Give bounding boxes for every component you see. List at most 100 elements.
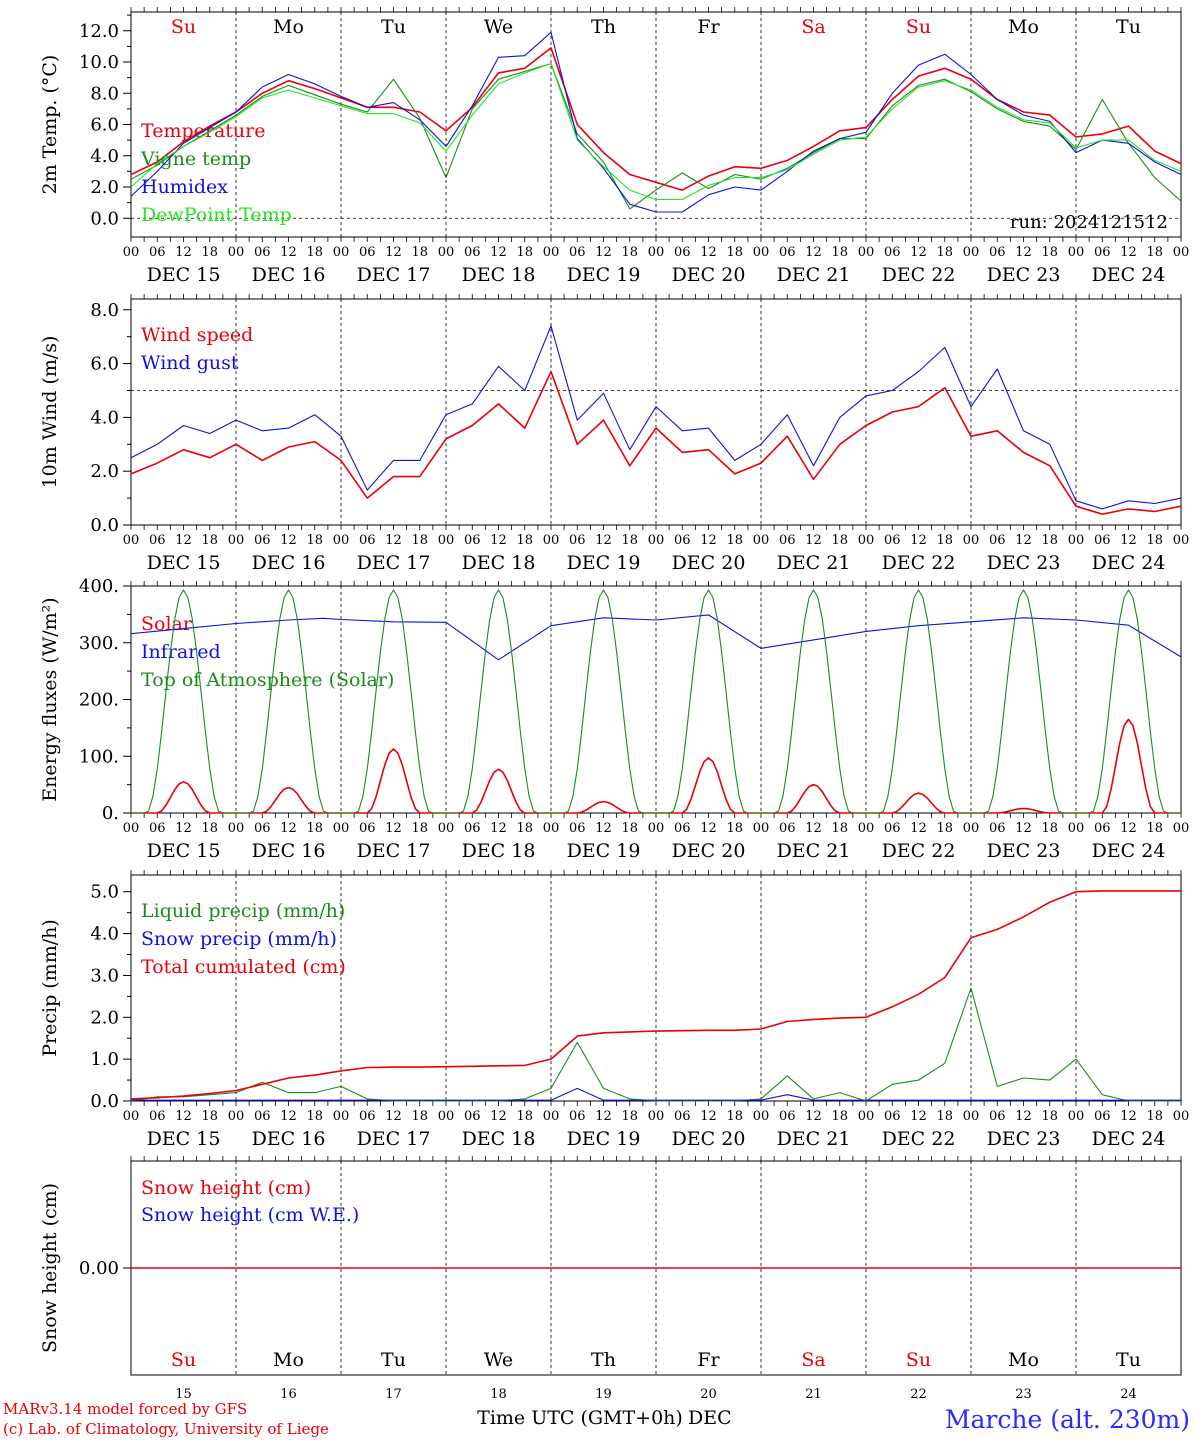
y-tick-label: 0.0 bbox=[90, 208, 119, 229]
y-tick-label: 0. bbox=[102, 803, 119, 824]
hour-label: 12 bbox=[385, 245, 402, 260]
hour-label: 00 bbox=[543, 533, 560, 548]
date-label: DEC 17 bbox=[357, 552, 431, 574]
day-name: Sa bbox=[801, 16, 825, 38]
hour-label: 12 bbox=[700, 821, 717, 836]
hour-label: 00 bbox=[648, 821, 665, 836]
hour-label: 00 bbox=[1068, 533, 1085, 548]
bottom-day-number: 18 bbox=[490, 1387, 507, 1402]
date-label: DEC 24 bbox=[1092, 552, 1166, 574]
hour-label: 18 bbox=[201, 1109, 218, 1124]
hour-label: 00 bbox=[123, 821, 140, 836]
hour-label: 12 bbox=[385, 1109, 402, 1124]
y-tick-label: 100. bbox=[79, 746, 119, 767]
hour-label: 18 bbox=[411, 533, 428, 548]
hour-label: 00 bbox=[123, 245, 140, 260]
hour-label: 06 bbox=[989, 533, 1006, 548]
date-label: DEC 24 bbox=[1092, 840, 1166, 862]
date-label: DEC 21 bbox=[777, 1128, 851, 1150]
y-tick-label: 0.0 bbox=[90, 1091, 119, 1112]
legend-entry: DewPoint Temp bbox=[141, 204, 292, 226]
hour-label: 18 bbox=[411, 245, 428, 260]
date-label: DEC 24 bbox=[1092, 1128, 1166, 1150]
bottom-day-name: Fr bbox=[697, 1349, 720, 1371]
hour-label: 00 bbox=[123, 1109, 140, 1124]
hour-label: 00 bbox=[1173, 821, 1190, 836]
hour-label: 12 bbox=[910, 1109, 927, 1124]
date-label: DEC 15 bbox=[147, 1128, 221, 1150]
hour-label: 06 bbox=[779, 533, 796, 548]
bottom-day-number: 21 bbox=[805, 1387, 822, 1402]
hour-label: 18 bbox=[621, 533, 638, 548]
hour-label: 06 bbox=[464, 245, 481, 260]
hour-label: 00 bbox=[228, 245, 245, 260]
bottom-day-number: 24 bbox=[1120, 1387, 1137, 1402]
date-label: DEC 15 bbox=[147, 840, 221, 862]
hour-label: 00 bbox=[438, 533, 455, 548]
date-label: DEC 21 bbox=[777, 552, 851, 574]
hour-label: 06 bbox=[359, 245, 376, 260]
hour-label: 00 bbox=[333, 1109, 350, 1124]
hour-label: 12 bbox=[595, 1109, 612, 1124]
date-label: DEC 18 bbox=[462, 552, 536, 574]
hour-label: 12 bbox=[490, 1109, 507, 1124]
hour-label: 12 bbox=[280, 245, 297, 260]
date-label: DEC 24 bbox=[1092, 264, 1166, 286]
hour-label: 00 bbox=[543, 1109, 560, 1124]
y-tick-label: 3.0 bbox=[90, 965, 119, 986]
hour-label: 06 bbox=[569, 533, 586, 548]
hour-label: 00 bbox=[753, 533, 770, 548]
hour-label: 00 bbox=[438, 1109, 455, 1124]
month-label: DEC bbox=[688, 1407, 732, 1429]
bottom-day-name: Mo bbox=[1008, 1349, 1039, 1371]
hour-label: 00 bbox=[228, 821, 245, 836]
legend-entry: Wind speed bbox=[141, 324, 253, 346]
hour-label: 06 bbox=[674, 245, 691, 260]
y-tick-label: 4.0 bbox=[90, 924, 119, 945]
hour-label: 18 bbox=[1041, 533, 1058, 548]
hour-label: 06 bbox=[359, 1109, 376, 1124]
y-tick-label: 12.0 bbox=[79, 21, 119, 42]
hour-label: 18 bbox=[936, 245, 953, 260]
hour-label: 12 bbox=[490, 533, 507, 548]
hour-label: 00 bbox=[648, 1109, 665, 1124]
hour-label: 18 bbox=[1041, 821, 1058, 836]
hour-label: 06 bbox=[1094, 533, 1111, 548]
hour-label: 06 bbox=[674, 533, 691, 548]
date-label: DEC 20 bbox=[672, 264, 746, 286]
date-label: DEC 20 bbox=[672, 552, 746, 574]
credit-line-1: MARv3.14 model forced by GFS bbox=[3, 1400, 247, 1418]
y-tick-label: 8.0 bbox=[90, 83, 119, 104]
date-label: DEC 19 bbox=[567, 264, 641, 286]
hour-label: 00 bbox=[543, 245, 560, 260]
y-tick-label: 5.0 bbox=[90, 882, 119, 903]
date-label: DEC 17 bbox=[357, 840, 431, 862]
hour-label: 00 bbox=[1068, 1109, 1085, 1124]
y-tick-label: 400. bbox=[79, 576, 119, 597]
panel-3: 0.100.200.300.400.Energy fluxes (W/m²) So… bbox=[39, 576, 1189, 862]
hour-label: 00 bbox=[228, 533, 245, 548]
hour-label: 18 bbox=[831, 245, 848, 260]
hour-label: 06 bbox=[1094, 245, 1111, 260]
series-line-1 bbox=[130, 987, 1181, 1102]
hour-label: 12 bbox=[1120, 533, 1137, 548]
hour-label: 12 bbox=[1120, 1109, 1137, 1124]
y-tick-label: 2.0 bbox=[90, 461, 119, 482]
hour-label: 00 bbox=[1173, 1109, 1190, 1124]
hour-label: 12 bbox=[910, 821, 927, 836]
hour-label: 12 bbox=[385, 533, 402, 548]
legend-entry: Vigne temp bbox=[140, 148, 251, 170]
run-label: run: 2024121512 bbox=[1010, 212, 1168, 233]
series-line-3 bbox=[130, 890, 1181, 1100]
bottom-day-number: 16 bbox=[280, 1387, 297, 1402]
y-axis-label: Snow height (cm) bbox=[39, 1183, 61, 1353]
hour-label: 18 bbox=[726, 821, 743, 836]
hour-label: 06 bbox=[254, 1109, 271, 1124]
hour-label: 00 bbox=[1173, 245, 1190, 260]
y-tick-label: 0.0 bbox=[90, 515, 119, 536]
hour-label: 06 bbox=[464, 821, 481, 836]
hour-label: 06 bbox=[359, 533, 376, 548]
hour-label: 18 bbox=[516, 245, 533, 260]
hour-label: 00 bbox=[228, 1109, 245, 1124]
